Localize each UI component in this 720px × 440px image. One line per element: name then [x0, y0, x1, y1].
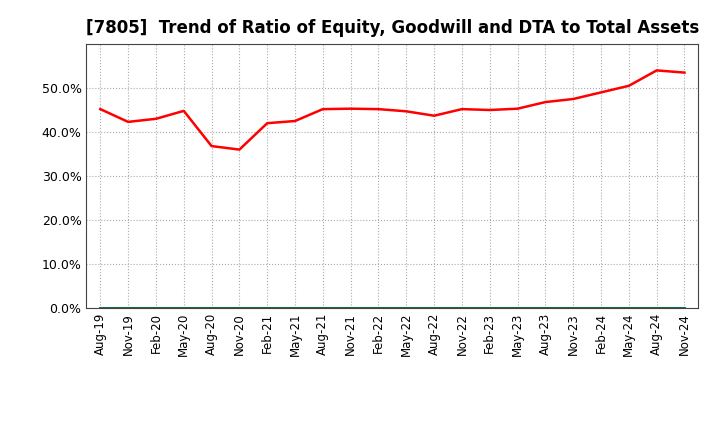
- Title: [7805]  Trend of Ratio of Equity, Goodwill and DTA to Total Assets: [7805] Trend of Ratio of Equity, Goodwil…: [86, 19, 699, 37]
- Equity: [680, 70, 689, 75]
- Equity: [374, 106, 383, 112]
- Equity: [346, 106, 355, 111]
- Equity: [513, 106, 522, 111]
- Goodwill: [513, 305, 522, 311]
- Deferred Tax Assets: [207, 305, 216, 311]
- Goodwill: [652, 305, 661, 311]
- Goodwill: [124, 305, 132, 311]
- Equity: [569, 96, 577, 102]
- Goodwill: [263, 305, 271, 311]
- Goodwill: [179, 305, 188, 311]
- Equity: [402, 109, 410, 114]
- Deferred Tax Assets: [263, 305, 271, 311]
- Deferred Tax Assets: [485, 305, 494, 311]
- Equity: [96, 106, 104, 112]
- Equity: [458, 106, 467, 112]
- Goodwill: [485, 305, 494, 311]
- Goodwill: [430, 305, 438, 311]
- Deferred Tax Assets: [430, 305, 438, 311]
- Deferred Tax Assets: [597, 305, 606, 311]
- Equity: [207, 143, 216, 149]
- Deferred Tax Assets: [541, 305, 550, 311]
- Goodwill: [235, 305, 243, 311]
- Goodwill: [402, 305, 410, 311]
- Goodwill: [346, 305, 355, 311]
- Goodwill: [291, 305, 300, 311]
- Equity: [318, 106, 327, 112]
- Goodwill: [207, 305, 216, 311]
- Equity: [652, 68, 661, 73]
- Equity: [152, 116, 161, 121]
- Goodwill: [597, 305, 606, 311]
- Goodwill: [680, 305, 689, 311]
- Equity: [179, 108, 188, 114]
- Equity: [291, 118, 300, 124]
- Equity: [597, 90, 606, 95]
- Deferred Tax Assets: [624, 305, 633, 311]
- Goodwill: [318, 305, 327, 311]
- Equity: [430, 113, 438, 118]
- Deferred Tax Assets: [513, 305, 522, 311]
- Deferred Tax Assets: [179, 305, 188, 311]
- Goodwill: [458, 305, 467, 311]
- Deferred Tax Assets: [291, 305, 300, 311]
- Deferred Tax Assets: [96, 305, 104, 311]
- Equity: [541, 99, 550, 105]
- Equity: [485, 107, 494, 113]
- Goodwill: [96, 305, 104, 311]
- Goodwill: [152, 305, 161, 311]
- Deferred Tax Assets: [569, 305, 577, 311]
- Deferred Tax Assets: [235, 305, 243, 311]
- Line: Equity: Equity: [100, 70, 685, 150]
- Deferred Tax Assets: [374, 305, 383, 311]
- Deferred Tax Assets: [652, 305, 661, 311]
- Deferred Tax Assets: [680, 305, 689, 311]
- Deferred Tax Assets: [124, 305, 132, 311]
- Equity: [624, 83, 633, 88]
- Deferred Tax Assets: [402, 305, 410, 311]
- Equity: [235, 147, 243, 152]
- Equity: [263, 121, 271, 126]
- Goodwill: [569, 305, 577, 311]
- Deferred Tax Assets: [346, 305, 355, 311]
- Goodwill: [541, 305, 550, 311]
- Equity: [124, 119, 132, 125]
- Deferred Tax Assets: [152, 305, 161, 311]
- Goodwill: [374, 305, 383, 311]
- Goodwill: [624, 305, 633, 311]
- Deferred Tax Assets: [458, 305, 467, 311]
- Deferred Tax Assets: [318, 305, 327, 311]
